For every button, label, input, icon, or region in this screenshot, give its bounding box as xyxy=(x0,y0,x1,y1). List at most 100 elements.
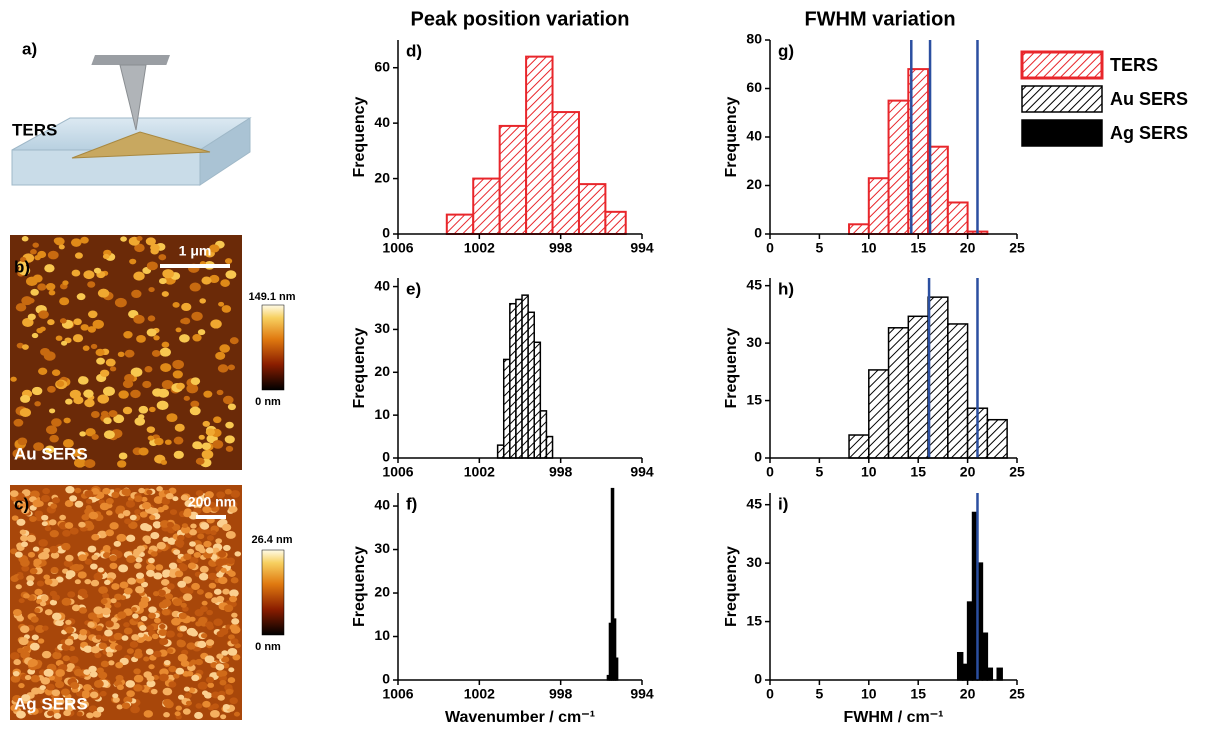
y-tick-label: 0 xyxy=(382,671,390,687)
y-tick-label: 30 xyxy=(746,554,762,570)
bar xyxy=(496,444,505,459)
scale-label: 200 nm xyxy=(188,494,236,510)
y-axis-label: Frequency xyxy=(351,327,368,408)
y-tick-label: 40 xyxy=(374,497,390,513)
bar xyxy=(947,323,969,459)
bar xyxy=(867,177,890,236)
bar xyxy=(498,124,528,235)
afm-grains xyxy=(10,236,239,468)
x-tick-label: 998 xyxy=(549,686,573,702)
bar xyxy=(509,302,517,459)
y-axis-label: Frequency xyxy=(723,546,740,627)
x-tick-label: 998 xyxy=(549,464,573,480)
x-tick-label: 5 xyxy=(816,240,824,256)
bar xyxy=(868,369,890,459)
bar xyxy=(848,434,870,459)
y-tick-label: 60 xyxy=(746,79,762,95)
panel-label: b) xyxy=(14,257,30,276)
bar xyxy=(539,410,548,459)
x-tick-label: 20 xyxy=(960,240,976,256)
x-tick-label: 994 xyxy=(630,240,654,256)
legend-label: Ag SERS xyxy=(1110,123,1188,143)
y-tick-label: 80 xyxy=(746,31,762,47)
bar xyxy=(533,341,542,459)
x-tick-label: 25 xyxy=(1009,686,1025,702)
y-tick-label: 40 xyxy=(374,114,390,130)
panel-label: f) xyxy=(406,494,417,513)
bar xyxy=(472,177,501,235)
scale-bar xyxy=(196,515,226,519)
y-tick-label: 15 xyxy=(746,612,762,628)
scale-bar xyxy=(160,264,230,268)
y-tick-label: 15 xyxy=(746,391,762,407)
y-axis-label: Frequency xyxy=(351,96,368,177)
schematic xyxy=(11,55,252,186)
bar xyxy=(946,201,969,236)
bar xyxy=(604,210,627,235)
panel-label: h) xyxy=(778,279,794,298)
y-tick-label: 0 xyxy=(382,449,390,465)
legend-swatch xyxy=(1020,50,1104,80)
scale-label: 1 μm xyxy=(179,243,212,259)
x-tick-label: 1002 xyxy=(464,464,495,480)
x-tick-label: 1006 xyxy=(382,240,413,256)
bar xyxy=(614,657,619,681)
y-tick-label: 20 xyxy=(374,169,390,185)
bar xyxy=(577,183,607,236)
bar xyxy=(907,315,929,459)
y-axis-label: Frequency xyxy=(723,96,740,177)
x-tick-label: 5 xyxy=(816,686,824,702)
bar xyxy=(525,55,554,235)
x-tick-label: 0 xyxy=(766,686,774,702)
panel-label: i) xyxy=(778,494,788,513)
colorbar-min: 0 nm xyxy=(255,396,281,408)
y-tick-label: 10 xyxy=(374,406,390,422)
colorbar-max: 149.1 nm xyxy=(248,291,295,303)
x-axis-label: Wavenumber / cm⁻¹ xyxy=(445,709,595,726)
panel-label: g) xyxy=(778,41,794,60)
y-tick-label: 30 xyxy=(374,540,390,556)
y-tick-label: 0 xyxy=(382,225,390,241)
panel-text: TERS xyxy=(12,120,57,139)
y-tick-label: 20 xyxy=(374,363,390,379)
x-tick-label: 5 xyxy=(816,464,824,480)
x-tick-label: 994 xyxy=(630,686,654,702)
bar xyxy=(527,311,535,459)
bar xyxy=(887,327,910,459)
x-tick-label: 15 xyxy=(910,464,926,480)
y-tick-label: 40 xyxy=(374,277,390,293)
x-axis-label: FWHM / cm⁻¹ xyxy=(844,709,944,726)
bar xyxy=(996,667,1003,681)
y-axis-label: Frequency xyxy=(723,327,740,408)
x-tick-label: 998 xyxy=(549,240,573,256)
y-tick-label: 45 xyxy=(746,495,762,511)
bar xyxy=(551,111,580,235)
y-tick-label: 10 xyxy=(374,627,390,643)
legend-label: TERS xyxy=(1110,55,1158,75)
y-tick-label: 60 xyxy=(374,58,390,74)
x-tick-label: 0 xyxy=(766,464,774,480)
bar xyxy=(986,667,994,681)
bar xyxy=(502,358,511,459)
colorbar xyxy=(261,549,285,636)
colorbar-min: 0 nm xyxy=(255,641,281,653)
bar xyxy=(545,435,554,459)
y-tick-label: 30 xyxy=(746,334,762,350)
column-title: FWHM variation xyxy=(804,8,955,30)
y-tick-label: 40 xyxy=(746,128,762,144)
bar xyxy=(521,294,529,459)
x-tick-label: 20 xyxy=(960,464,976,480)
panel-label: d) xyxy=(406,41,422,60)
panel-label: e) xyxy=(406,279,421,298)
afm-grains xyxy=(10,485,242,720)
legend-swatch xyxy=(1021,85,1103,113)
panel-label: c) xyxy=(14,494,29,513)
y-tick-label: 45 xyxy=(746,276,762,292)
bar xyxy=(927,296,949,459)
y-tick-label: 0 xyxy=(754,449,762,465)
y-tick-label: 20 xyxy=(746,176,762,192)
y-tick-label: 30 xyxy=(374,320,390,336)
colorbar xyxy=(261,304,285,391)
x-tick-label: 10 xyxy=(861,464,877,480)
